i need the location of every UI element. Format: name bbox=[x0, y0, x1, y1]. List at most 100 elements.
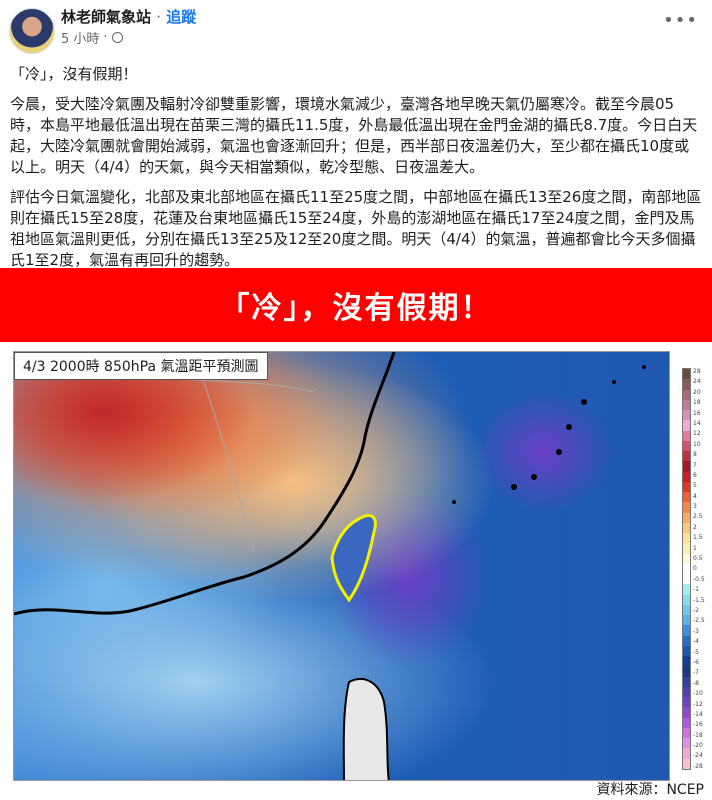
colorbar-label: -5 bbox=[693, 648, 699, 656]
colorbar-label: 0.5 bbox=[693, 555, 703, 563]
colorbar-swatch bbox=[683, 584, 690, 595]
post-paragraph: 評估今日氣溫變化，北部及東北部地區在攝氏11至25度之間，中部地區在攝氏13至2… bbox=[10, 188, 702, 269]
colorbar-label: 16 bbox=[693, 409, 701, 417]
colorbar bbox=[682, 368, 691, 770]
ryukyu-islands bbox=[452, 365, 646, 504]
colorbar-swatch bbox=[683, 666, 690, 677]
colorbar-swatch bbox=[683, 533, 690, 544]
colorbar-swatch bbox=[683, 553, 690, 564]
colorbar-label: -2 bbox=[693, 606, 699, 614]
colorbar-label: -10 bbox=[693, 690, 703, 698]
colorbar-label: 4 bbox=[693, 492, 697, 500]
colorbar-label: -3 bbox=[693, 627, 699, 635]
colorbar-swatch bbox=[683, 676, 690, 687]
colorbar-swatch bbox=[683, 492, 690, 503]
colorbar-label: 3 bbox=[693, 503, 697, 511]
colorbar-label: -1 bbox=[693, 586, 699, 594]
globe-icon bbox=[111, 32, 123, 43]
colorbar-label: -6 bbox=[693, 658, 699, 666]
colorbar-swatch bbox=[683, 379, 690, 390]
follow-button[interactable]: 追蹤 bbox=[166, 8, 197, 26]
colorbar-label: 14 bbox=[693, 419, 701, 427]
colorbar-label: -4 bbox=[693, 638, 699, 646]
colorbar-label: 7 bbox=[693, 461, 697, 469]
province-border bbox=[73, 352, 315, 553]
colorbar-swatch bbox=[683, 697, 690, 708]
colorbar-label: -14 bbox=[693, 710, 703, 718]
colorbar-label: -16 bbox=[693, 721, 703, 729]
colorbar-swatch bbox=[683, 738, 690, 749]
china-coastline bbox=[14, 352, 396, 616]
colorbar-label: -2.5 bbox=[693, 617, 705, 625]
post-paragraph: 今晨，受大陸冷氣團及輻射冷卻雙重影響，環境水氣減少，臺灣各地早晚天氣仍屬寒冷。截… bbox=[10, 95, 698, 176]
colorbar-swatch bbox=[683, 420, 690, 431]
colorbar-label: 0 bbox=[693, 565, 697, 573]
colorbar-swatch bbox=[683, 604, 690, 615]
philippines-coastline bbox=[342, 677, 390, 780]
colorbar-swatch bbox=[683, 615, 690, 626]
post-headline: 「冷」，沒有假期！ bbox=[10, 65, 138, 83]
colorbar-swatch bbox=[683, 717, 690, 728]
colorbar-label: 18 bbox=[693, 399, 701, 407]
colorbar-label: 1 bbox=[693, 544, 697, 552]
colorbar-label: -0.5 bbox=[693, 575, 705, 583]
colorbar-swatch bbox=[683, 727, 690, 738]
colorbar-swatch bbox=[683, 461, 690, 472]
colorbar-swatch bbox=[683, 430, 690, 441]
colorbar-label: 24 bbox=[693, 378, 701, 386]
colorbar-label: 2 bbox=[693, 523, 697, 531]
colorbar-label: 6 bbox=[693, 471, 697, 479]
colorbar-swatch bbox=[683, 758, 690, 769]
colorbar-swatch bbox=[683, 399, 690, 410]
colorbar-swatch bbox=[683, 471, 690, 482]
colorbar-label: 28 bbox=[693, 368, 701, 375]
author-name[interactable]: 林老師氣象站 bbox=[61, 8, 152, 26]
post-text: 「冷」，沒有假期！ 今晨，受大陸冷氣團及輻射冷卻雙重影響，環境水氣減少，臺灣各地… bbox=[10, 64, 704, 280]
separator: · bbox=[156, 8, 162, 26]
post-time[interactable]: 5 小時 bbox=[61, 32, 100, 47]
colorbar-swatch bbox=[683, 410, 690, 421]
colorbar-swatch bbox=[683, 440, 690, 451]
colorbar-swatch bbox=[683, 522, 690, 533]
colorbar-swatch bbox=[683, 707, 690, 718]
map-title: 4/3 2000時 850hPa 氣溫距平預測圖 bbox=[14, 352, 268, 380]
colorbar-swatch bbox=[683, 502, 690, 513]
colorbar-label: 1.5 bbox=[693, 534, 703, 542]
colorbar-swatch bbox=[683, 625, 690, 636]
colorbar-label: 12 bbox=[693, 430, 701, 438]
temperature-anomaly-map[interactable]: 4/3 2000時 850hPa 氣溫距平預測圖 bbox=[13, 351, 670, 781]
taiwan-outline bbox=[330, 514, 377, 603]
colorbar-swatch bbox=[683, 451, 690, 462]
colorbar-label: -24 bbox=[693, 752, 703, 760]
colorbar-swatch bbox=[683, 748, 690, 759]
colorbar-label: -28 bbox=[693, 762, 703, 770]
colorbar-label: -8 bbox=[693, 679, 699, 687]
colorbar-swatch bbox=[683, 686, 690, 697]
colorbar-label: 2.5 bbox=[693, 513, 703, 521]
colorbar-label: 5 bbox=[693, 482, 697, 490]
colorbar-label: -20 bbox=[693, 742, 703, 750]
colorbar-label: -7 bbox=[693, 669, 699, 677]
author-avatar[interactable] bbox=[9, 8, 55, 54]
colorbar-label: -18 bbox=[693, 731, 703, 739]
colorbar-swatch bbox=[683, 481, 690, 492]
colorbar-labels: 28 24 20 18 16 14 12 10 8 7 6 5 4 3 2.5 2 1.5 1 0.5 0 -0.5 -1… bbox=[693, 368, 705, 770]
colorbar-swatch bbox=[683, 594, 690, 605]
colorbar-label: -1.5 bbox=[693, 596, 705, 604]
colorbar-swatch bbox=[683, 389, 690, 400]
colorbar-label: 20 bbox=[693, 388, 701, 396]
more-options-button[interactable]: ••• bbox=[663, 10, 698, 31]
colorbar-swatch bbox=[683, 512, 690, 523]
colorbar-swatch bbox=[683, 574, 690, 585]
colorbar-label: 8 bbox=[693, 451, 697, 459]
colorbar-label: -12 bbox=[693, 700, 703, 708]
colorbar-label: 10 bbox=[693, 440, 701, 448]
colorbar-swatch bbox=[683, 563, 690, 574]
colorbar-swatch bbox=[683, 543, 690, 554]
image-source: 資料來源：NCEP bbox=[596, 782, 704, 798]
colorbar-swatch bbox=[683, 645, 690, 656]
colorbar-swatch bbox=[683, 656, 690, 667]
coastline-overlay bbox=[14, 352, 646, 780]
colorbar-swatch bbox=[683, 369, 690, 380]
post-meta: 5 小時 · bbox=[61, 28, 123, 47]
